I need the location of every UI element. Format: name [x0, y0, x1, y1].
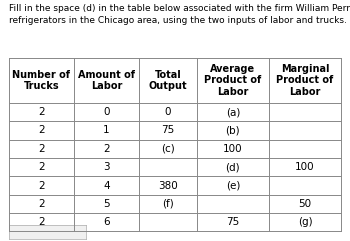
Text: 0: 0 — [164, 107, 171, 117]
Text: (c): (c) — [161, 144, 175, 154]
Text: 50: 50 — [299, 199, 312, 209]
Text: 3: 3 — [103, 162, 110, 172]
Text: Total
Output: Total Output — [148, 70, 187, 91]
Text: (b): (b) — [225, 126, 240, 135]
Text: 2: 2 — [38, 181, 44, 190]
Text: (e): (e) — [226, 181, 240, 190]
Text: Marginal
Product of
Labor: Marginal Product of Labor — [276, 64, 334, 97]
Text: 2: 2 — [38, 107, 44, 117]
Text: 100: 100 — [295, 162, 315, 172]
Text: (a): (a) — [226, 107, 240, 117]
Text: Amount of
Labor: Amount of Labor — [78, 70, 135, 91]
Text: (d): (d) — [225, 162, 240, 172]
Text: 380: 380 — [158, 181, 178, 190]
Text: 2: 2 — [103, 144, 110, 154]
Text: 2: 2 — [38, 126, 44, 135]
Text: Number of
Trucks: Number of Trucks — [12, 70, 70, 91]
Text: 75: 75 — [161, 126, 174, 135]
Text: Average
Product of
Labor: Average Product of Labor — [204, 64, 261, 97]
Text: 100: 100 — [223, 144, 243, 154]
Text: 0: 0 — [103, 107, 110, 117]
Text: refrigerators in the Chicago area, using the two inputs of labor and trucks.: refrigerators in the Chicago area, using… — [9, 16, 346, 25]
Text: 4: 4 — [103, 181, 110, 190]
Text: 2: 2 — [38, 144, 44, 154]
Text: (g): (g) — [298, 217, 313, 227]
Text: 6: 6 — [103, 217, 110, 227]
Text: 2: 2 — [38, 199, 44, 209]
Text: 2: 2 — [38, 162, 44, 172]
Text: 2: 2 — [38, 217, 44, 227]
Text: Fill in the space (d) in the table below associated with the firm William Perry,: Fill in the space (d) in the table below… — [9, 4, 350, 13]
Text: 1: 1 — [103, 126, 110, 135]
Text: (f): (f) — [162, 199, 174, 209]
Text: 75: 75 — [226, 217, 239, 227]
Text: 5: 5 — [103, 199, 110, 209]
